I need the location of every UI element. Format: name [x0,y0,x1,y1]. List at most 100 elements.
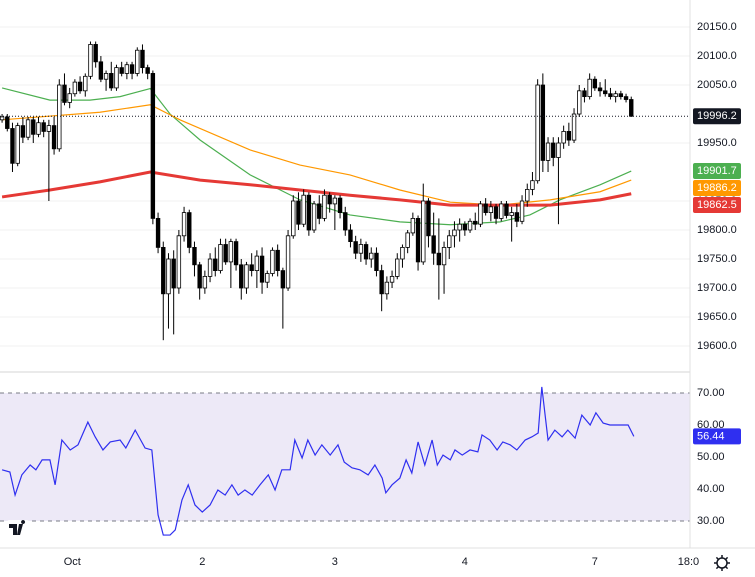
candle-body [83,75,88,92]
candle-body [77,81,83,92]
candle-body [51,125,57,150]
candle-body [10,128,15,164]
x-tick-label: 3 [332,556,338,568]
candle-body [353,241,358,254]
candle-body [98,61,104,80]
gear-teeth [714,555,730,571]
candle-body [140,49,145,69]
y-tick-label: 30.00 [697,515,725,527]
candle-body [223,244,228,263]
y-tick-label: 70.00 [697,387,725,399]
candle-body [20,125,26,138]
candle-body [623,96,629,100]
candle-body [441,247,447,266]
candle-body [363,244,369,260]
candle-body [322,194,327,219]
candle-body [62,84,67,103]
y-tick-label: 19650.0 [697,311,737,323]
value-box-bg [693,180,741,197]
candle-body [270,249,275,274]
candle-body [233,241,239,266]
candle-body [530,180,535,190]
candle-body [374,252,379,271]
candle-body [46,125,52,132]
candle-body [285,235,291,289]
candle-body [171,258,176,289]
candle-body [275,249,280,271]
candle-body [150,73,156,219]
candle-body [629,99,634,117]
value-box-bg [693,163,741,180]
candle-body [473,220,478,225]
line-series [1,87,632,226]
value-box: 19996.2 [693,108,741,125]
candle-body [135,49,140,74]
candle-body [317,203,322,219]
value-box: 19862.5 [693,197,741,214]
candle-body [218,244,223,271]
candle-body [493,206,499,219]
candle-body [145,67,150,74]
x-tick-label: Oct [64,556,81,568]
candle-body [239,264,244,289]
candle-body [0,116,5,121]
candle-body [192,247,197,266]
candle-body [244,264,249,289]
candle-body [181,212,187,237]
value-box-label: 19996.2 [697,110,737,122]
candle-body [88,44,93,77]
candle-body [488,206,494,214]
candle-body [311,203,317,231]
x-tick-label: 7 [592,556,598,568]
y-tick-label: 50.00 [697,451,725,463]
value-box-bg [693,428,741,445]
candle-body [483,203,488,214]
value-box: 56.44 [693,428,741,445]
chart-layers [0,26,690,536]
candle-body [337,197,343,214]
candle-body [202,275,208,289]
y-tick-label: 19800.0 [697,224,737,236]
y-tick-label: 19950.0 [697,137,737,149]
candle-body [161,247,166,295]
candle-body [457,223,462,231]
settings-button[interactable] [714,555,730,571]
candle-body [348,229,353,243]
candle-body [119,67,124,74]
candle-body [436,252,442,266]
candle-body [592,78,598,89]
candle-body [129,64,135,74]
candle-body [72,81,78,95]
line-series [1,386,635,536]
candle-body [431,235,436,254]
line-series [1,170,632,207]
y-tick-label: 19700.0 [697,282,737,294]
candle-body [343,212,348,231]
candle-body [228,241,234,263]
line-series [2,104,632,206]
candle-body [499,203,504,219]
candle-body [618,93,624,98]
candle-body [410,218,416,234]
candle-body [31,119,36,135]
candle-body [400,247,405,260]
y-tick-label: 60.00 [697,419,725,431]
candle-body [41,122,46,132]
candle-body [379,270,384,295]
candle-body [67,93,72,103]
candle-body [358,244,364,254]
candle-body [114,67,119,89]
candle-body [254,255,260,271]
value-box-label: 19886.2 [697,182,737,194]
y-tick-label: 20150.0 [697,21,737,33]
candle-body [207,258,213,277]
candle-body [301,194,306,225]
candle-body [561,131,566,144]
candle-body [608,93,613,98]
candle-body [571,113,577,141]
candle-body [395,258,400,277]
candle-body [259,255,265,283]
candle-body [405,232,410,248]
candle-body [57,84,62,150]
